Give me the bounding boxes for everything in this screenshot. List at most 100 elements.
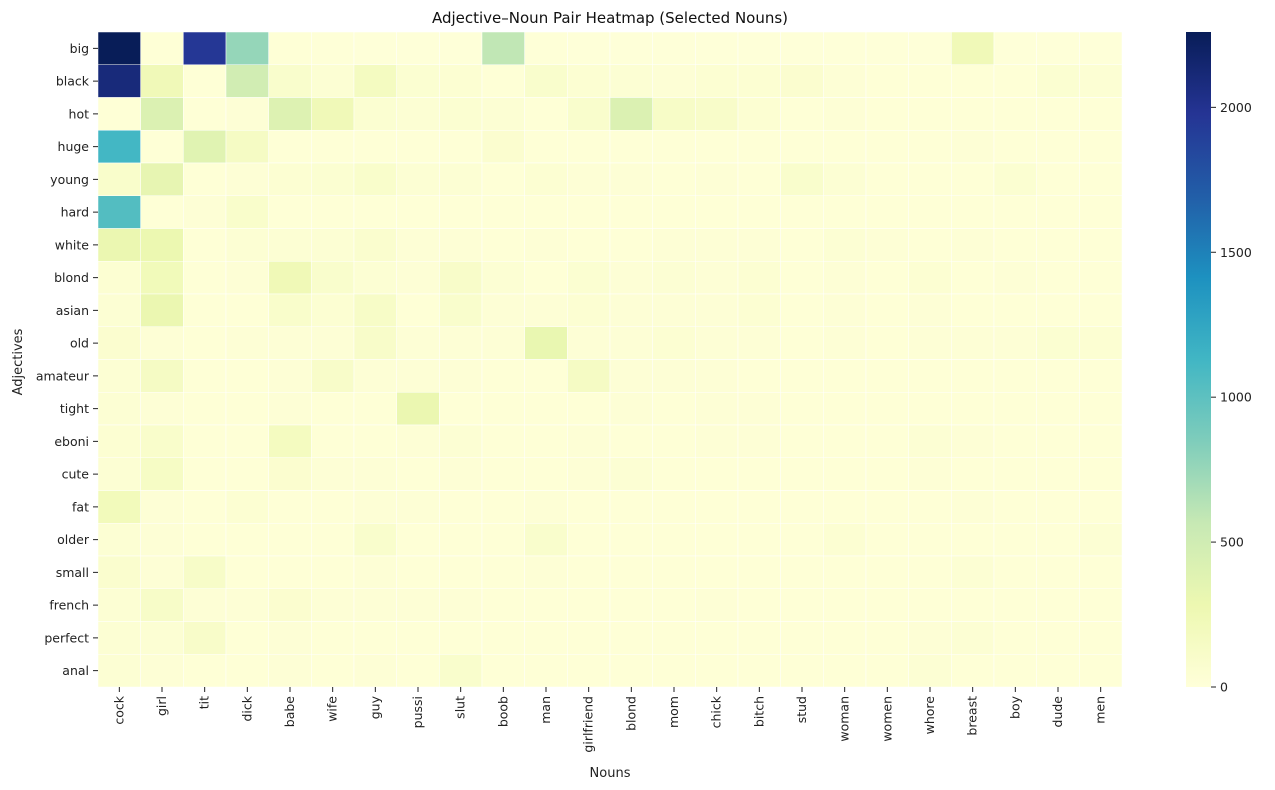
heatmap-cell — [140, 228, 184, 262]
heatmap-cell — [396, 228, 440, 262]
heatmap-cell — [225, 457, 269, 491]
heatmap-cell — [951, 457, 995, 491]
heatmap-cell — [481, 64, 525, 98]
heatmap-cell — [823, 555, 867, 589]
heatmap-cell — [311, 359, 355, 393]
heatmap-cell — [908, 523, 952, 557]
heatmap-cell — [1079, 293, 1123, 327]
heatmap-cell — [737, 555, 781, 589]
heatmap-cell — [524, 64, 568, 98]
heatmap-cell — [183, 555, 227, 589]
x-tick-label: tit — [197, 696, 212, 709]
heatmap-cell — [567, 359, 611, 393]
heatmap-cell — [481, 261, 525, 295]
heatmap-cell — [353, 588, 397, 622]
heatmap-cell — [908, 97, 952, 131]
heatmap-cell — [353, 130, 397, 164]
heatmap-cell — [865, 523, 909, 557]
heatmap-cell — [396, 359, 440, 393]
heatmap-cell — [908, 424, 952, 458]
heatmap-cell — [865, 588, 909, 622]
heatmap-cell — [183, 654, 227, 688]
heatmap-cell — [183, 588, 227, 622]
heatmap-cell — [97, 261, 141, 295]
heatmap-cell — [652, 130, 696, 164]
heatmap-cell — [695, 392, 739, 426]
heatmap-cell — [439, 457, 483, 491]
heatmap-cell — [695, 162, 739, 196]
heatmap-cell — [225, 195, 269, 229]
heatmap-cell — [567, 261, 611, 295]
heatmap-cell — [183, 130, 227, 164]
heatmap-cell — [97, 424, 141, 458]
heatmap-cell — [481, 326, 525, 360]
x-tick-label: men — [1093, 696, 1108, 724]
heatmap-cell — [439, 490, 483, 524]
heatmap-cell — [1036, 392, 1080, 426]
heatmap-cell — [183, 64, 227, 98]
heatmap-cell — [908, 64, 952, 98]
heatmap-cell — [396, 130, 440, 164]
heatmap-cell — [1036, 228, 1080, 262]
heatmap-cell — [353, 228, 397, 262]
heatmap-cell — [225, 359, 269, 393]
heatmap-cell — [311, 97, 355, 131]
heatmap-cell — [652, 457, 696, 491]
heatmap-cell — [567, 64, 611, 98]
heatmap-cell — [652, 490, 696, 524]
heatmap-cell — [652, 621, 696, 655]
heatmap-cells — [97, 31, 1123, 688]
heatmap-cell — [993, 228, 1037, 262]
y-tick-label: old — [70, 336, 89, 351]
heatmap-cell — [695, 31, 739, 65]
heatmap-cell — [1079, 424, 1123, 458]
heatmap-cell — [780, 359, 824, 393]
heatmap-cell — [823, 130, 867, 164]
heatmap-cell — [311, 228, 355, 262]
heatmap-cell — [311, 490, 355, 524]
heatmap-cell — [567, 424, 611, 458]
heatmap-cell — [1079, 261, 1123, 295]
heatmap-cell — [737, 326, 781, 360]
heatmap-cell — [865, 162, 909, 196]
heatmap-cell — [524, 621, 568, 655]
heatmap-cell — [524, 588, 568, 622]
heatmap-cell — [1079, 523, 1123, 557]
heatmap-cell — [1036, 654, 1080, 688]
x-tick-label: women — [879, 696, 894, 742]
heatmap-cell — [823, 392, 867, 426]
heatmap-cell — [993, 97, 1037, 131]
heatmap-cell — [311, 457, 355, 491]
heatmap-cell — [865, 97, 909, 131]
heatmap-cell — [439, 261, 483, 295]
heatmap-cell — [353, 621, 397, 655]
heatmap-cell — [780, 31, 824, 65]
heatmap-cell — [951, 130, 995, 164]
heatmap-cell — [823, 457, 867, 491]
heatmap-cell — [993, 31, 1037, 65]
heatmap-cell — [183, 261, 227, 295]
heatmap-cell — [951, 162, 995, 196]
heatmap-cell — [823, 359, 867, 393]
heatmap-cell — [865, 654, 909, 688]
x-tick-label: babe — [282, 696, 297, 728]
heatmap-cell — [780, 228, 824, 262]
heatmap-cell — [439, 64, 483, 98]
heatmap-cell — [1079, 162, 1123, 196]
heatmap-cell — [524, 326, 568, 360]
x-tick-label: wife — [325, 696, 340, 722]
heatmap-cell — [140, 555, 184, 589]
heatmap-cell — [311, 392, 355, 426]
heatmap-cell — [353, 654, 397, 688]
x-tick-label: mom — [666, 696, 681, 728]
heatmap-cell — [652, 555, 696, 589]
heatmap-cell — [524, 293, 568, 327]
y-axis-title: Adjectives — [11, 328, 26, 395]
heatmap-cell — [695, 424, 739, 458]
x-axis-ticks: cock girl tit dick babe wife guy pussi slut boob m… — [111, 687, 1108, 753]
y-tick-label: cute — [62, 467, 90, 482]
heatmap-cell — [823, 261, 867, 295]
heatmap-cell — [396, 261, 440, 295]
heatmap-cell — [652, 359, 696, 393]
y-tick-label: perfect — [44, 630, 89, 645]
